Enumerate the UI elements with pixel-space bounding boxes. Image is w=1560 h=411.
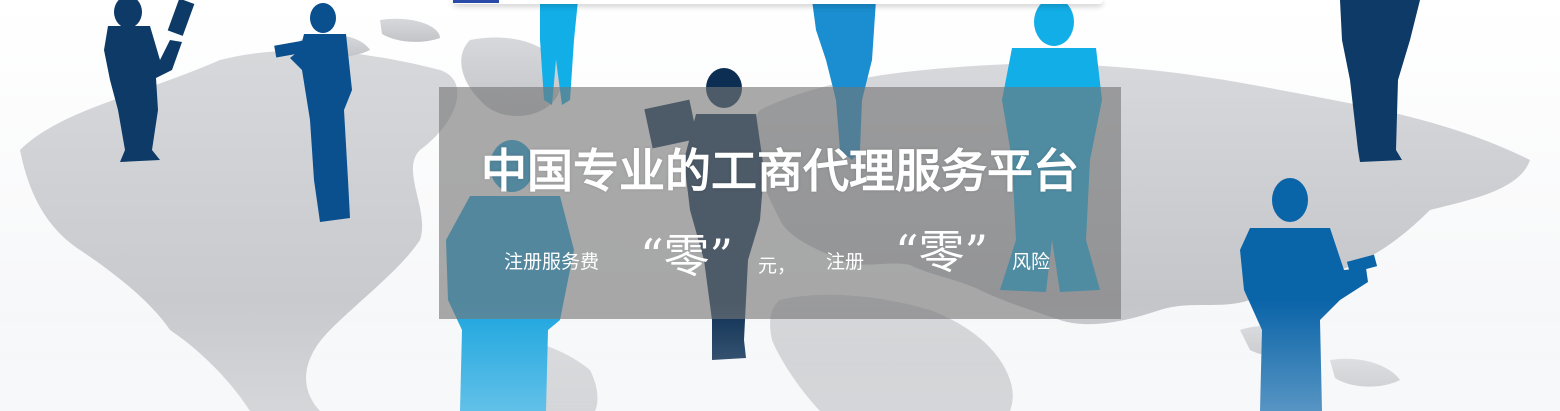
zero-highlight-1: “零” [640,229,734,283]
sub-text-risk: 风险 [1012,251,1051,273]
sub-text-fee: 注册服务费 [504,251,600,273]
slogan-overlay [439,87,1121,319]
top-nav-tab [453,0,1103,4]
sub-text-yuan: 元， [758,255,797,277]
sub-text-register: 注册 [826,251,865,273]
zero-highlight-2: “零” [895,225,989,279]
nav-accent [453,0,499,3]
headline: 中国专业的工商代理服务平台 [481,144,1079,198]
